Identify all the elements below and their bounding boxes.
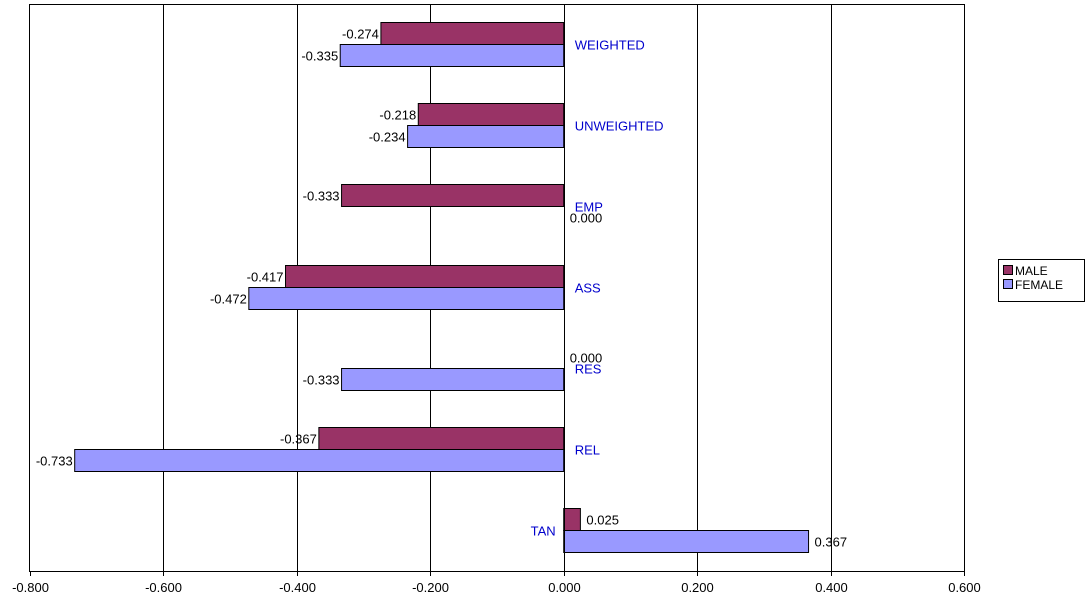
legend-swatch-male — [1003, 265, 1013, 275]
x-tick-label: -0.200 — [412, 580, 449, 592]
data-label-female-ass: -0.472 — [210, 292, 247, 307]
plot-area: -0.274 -0.335 -0.218 -0.234 -0.333 0.000 -0.41… — [29, 4, 965, 572]
x-axis: -0.800 -0.600 -0.400 -0.200 0.000 0.200 0.400 0… — [12, 571, 981, 592]
category-labels: WEIGHTED UNWEIGHTED EMP ASS RES REL TAN — [531, 38, 664, 539]
data-labels: -0.274 -0.335 -0.218 -0.234 -0.333 0.000 -0.41… — [36, 27, 847, 550]
bar-male-weighted — [380, 22, 565, 45]
x-tick-label: 0.200 — [681, 580, 714, 592]
legend-swatch-female — [1003, 279, 1013, 289]
bar-male-emp — [341, 184, 565, 207]
data-label-male-weighted: -0.274 — [342, 27, 379, 42]
data-label-male-emp: -0.333 — [303, 189, 340, 204]
bars — [74, 22, 810, 553]
data-label-female-res: -0.333 — [303, 373, 340, 388]
bar-male-tan — [563, 508, 581, 531]
data-label-male-res: 0.000 — [570, 351, 603, 366]
legend-label-male: MALE — [1015, 264, 1048, 278]
x-tick-label: -0.400 — [279, 580, 316, 592]
x-tick-label: -0.600 — [145, 580, 182, 592]
category-label-unweighted: UNWEIGHTED — [575, 119, 664, 134]
category-label-res: RES — [575, 362, 602, 377]
data-label-female-weighted: -0.335 — [301, 49, 338, 64]
bar-female-rel — [74, 449, 565, 472]
category-label-weighted: WEIGHTED — [575, 38, 645, 53]
bar-male-rel — [318, 427, 565, 450]
data-label-male-unweighted: -0.218 — [379, 108, 416, 123]
data-label-male-ass: -0.417 — [247, 270, 284, 285]
category-label-rel: REL — [575, 443, 600, 458]
bar-male-unweighted — [417, 103, 565, 126]
legend-label-female: FEMALE — [1015, 278, 1063, 292]
bar-female-unweighted — [407, 125, 565, 148]
category-label-ass: ASS — [575, 281, 601, 296]
x-tick-label: 0.400 — [815, 580, 848, 592]
category-label-tan: TAN — [531, 524, 556, 539]
x-tick-label: 0.000 — [548, 580, 581, 592]
data-label-female-unweighted: -0.234 — [369, 130, 406, 145]
bar-female-tan — [563, 530, 810, 553]
x-tick-label: -0.800 — [12, 580, 49, 592]
bar-male-ass — [285, 265, 565, 288]
data-label-female-rel: -0.733 — [36, 454, 73, 469]
data-label-male-rel: -0.367 — [280, 432, 317, 447]
category-label-emp: EMP — [575, 200, 603, 215]
data-label-male-tan: 0.025 — [586, 513, 619, 528]
bar-female-res — [341, 368, 565, 391]
bar-female-weighted — [339, 44, 565, 67]
bar-female-ass — [248, 287, 565, 310]
x-tick-label: 0.600 — [948, 580, 981, 592]
data-label-female-emp: 0.000 — [570, 211, 603, 226]
data-label-female-tan: 0.367 — [815, 535, 848, 550]
